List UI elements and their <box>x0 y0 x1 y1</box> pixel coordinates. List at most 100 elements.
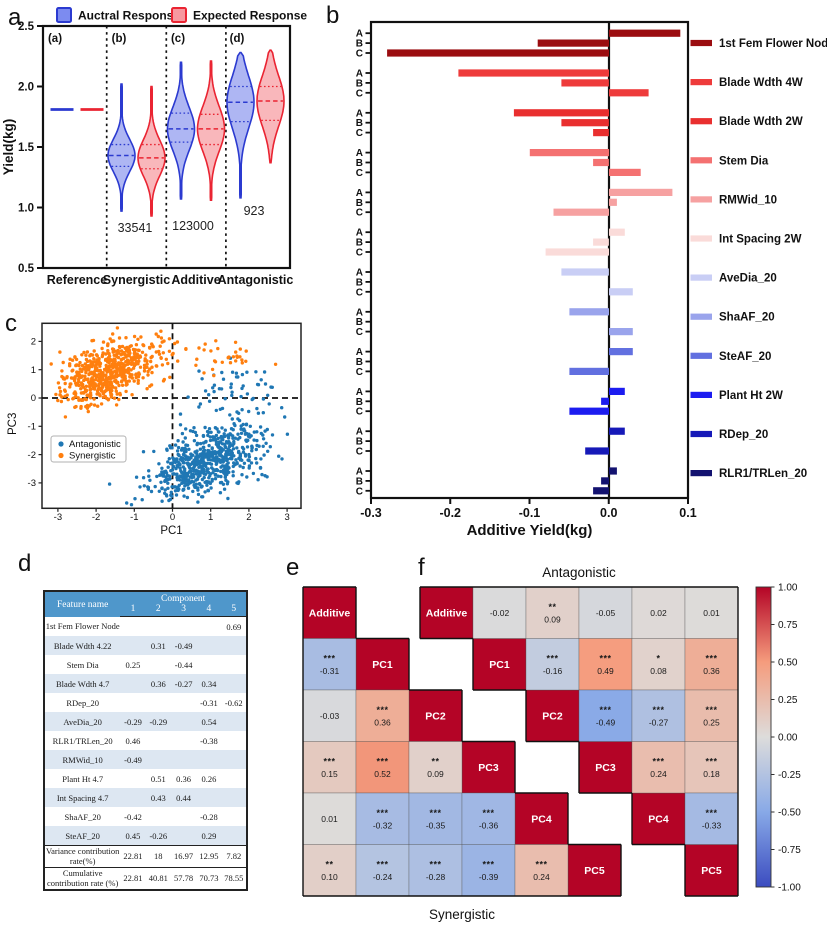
data-point <box>163 491 167 495</box>
data-point <box>77 373 82 377</box>
corr-cell <box>355 741 410 794</box>
data-point <box>229 427 234 431</box>
data-point <box>118 366 122 370</box>
data-point <box>263 382 268 386</box>
data-point <box>130 393 134 397</box>
data-point <box>96 404 100 408</box>
data-point <box>127 350 132 354</box>
data-point <box>132 379 136 383</box>
bar-Blade Wdth 2W <box>593 129 609 137</box>
data-point <box>242 427 246 431</box>
feature-name: 1st Fem Flower Node <box>45 621 120 632</box>
data-point <box>174 493 179 497</box>
data-point <box>273 362 278 366</box>
data-point <box>156 334 160 339</box>
footer-label: Cumulative contribution rate (%) <box>44 867 121 890</box>
loading-value: 0.36 <box>176 773 192 784</box>
table-row: Plant Ht 4.7 0.51 0.36 0.26 <box>44 769 247 788</box>
data-point <box>180 459 185 463</box>
row-label: A <box>356 307 363 318</box>
component-col-header: 4 <box>196 604 222 617</box>
data-point <box>245 445 250 449</box>
data-point <box>245 475 249 479</box>
data-point <box>197 405 201 409</box>
data-point <box>119 373 123 377</box>
data-point <box>169 493 173 497</box>
data-point <box>83 397 87 401</box>
data-point <box>183 467 187 471</box>
data-point <box>206 433 210 438</box>
data-point <box>258 425 263 429</box>
corr-value: -0.28 <box>426 872 446 882</box>
data-point <box>225 467 230 472</box>
data-point <box>199 454 204 459</box>
data-point <box>150 370 154 375</box>
data-point <box>140 350 145 354</box>
data-point <box>220 360 224 364</box>
data-point <box>185 495 190 500</box>
bar-Blade Wdth 4W <box>561 79 609 87</box>
data-point <box>252 438 256 442</box>
data-point <box>58 389 63 394</box>
data-point <box>217 457 221 462</box>
loading-value <box>120 674 145 693</box>
panel-letter-d: d <box>18 550 32 577</box>
bar-RMWid_10 <box>609 188 673 196</box>
data-point <box>100 385 105 389</box>
data-point <box>127 347 131 351</box>
y-tick-label: 2.0 <box>18 82 34 94</box>
row-label: B <box>356 198 363 209</box>
data-point <box>164 469 168 473</box>
x-axis-label: Additive Yield(kg) <box>467 522 593 539</box>
data-point <box>238 464 242 468</box>
data-point <box>145 387 149 391</box>
data-point <box>139 335 143 339</box>
loading-value: 0.45 <box>125 830 141 841</box>
data-point <box>191 429 195 434</box>
data-point <box>220 406 225 411</box>
data-point <box>65 376 69 380</box>
data-point <box>255 382 260 387</box>
bar-Plant Ht 2W <box>609 387 625 395</box>
legend-swatch <box>690 470 712 477</box>
legend-label: Synergistic <box>69 451 116 462</box>
legend-label: RMWid_10 <box>719 194 777 206</box>
data-point <box>194 433 199 438</box>
corr-value: -0.02 <box>490 608 510 618</box>
data-point <box>255 430 259 434</box>
colorbar-tick-label: 0.00 <box>778 733 798 744</box>
data-point <box>240 358 244 362</box>
data-point <box>109 373 113 378</box>
data-point <box>103 358 108 362</box>
data-point <box>239 427 243 431</box>
data-point <box>280 406 284 410</box>
data-point <box>166 486 170 490</box>
y-tick-label: 1 <box>31 365 36 376</box>
legend-swatch <box>690 391 712 398</box>
data-point <box>187 447 191 451</box>
data-point <box>57 386 62 390</box>
y-axis-label: PC3 <box>7 413 19 435</box>
legend-label: Blade Wdth 4W <box>719 77 803 89</box>
significance-stars: *** <box>546 653 558 663</box>
data-point <box>182 494 186 498</box>
corr-cell <box>472 586 527 639</box>
table-row: Blade Wdth 4.22 0.31 -0.49 <box>44 636 247 655</box>
data-point <box>110 362 115 366</box>
sub-panel-tag: (a) <box>48 33 62 45</box>
data-point <box>213 450 217 455</box>
data-point <box>104 365 109 370</box>
data-point <box>79 387 83 391</box>
data-point <box>231 434 235 438</box>
data-point <box>103 378 107 382</box>
data-point <box>232 454 236 458</box>
corr-cell <box>684 638 739 691</box>
data-point <box>219 449 224 454</box>
sub-panel-tag: (c) <box>171 33 185 45</box>
data-point <box>232 461 236 465</box>
data-point <box>77 383 81 388</box>
data-point <box>233 423 237 428</box>
data-point <box>224 458 229 463</box>
data-point <box>169 461 173 466</box>
data-point <box>185 461 189 465</box>
